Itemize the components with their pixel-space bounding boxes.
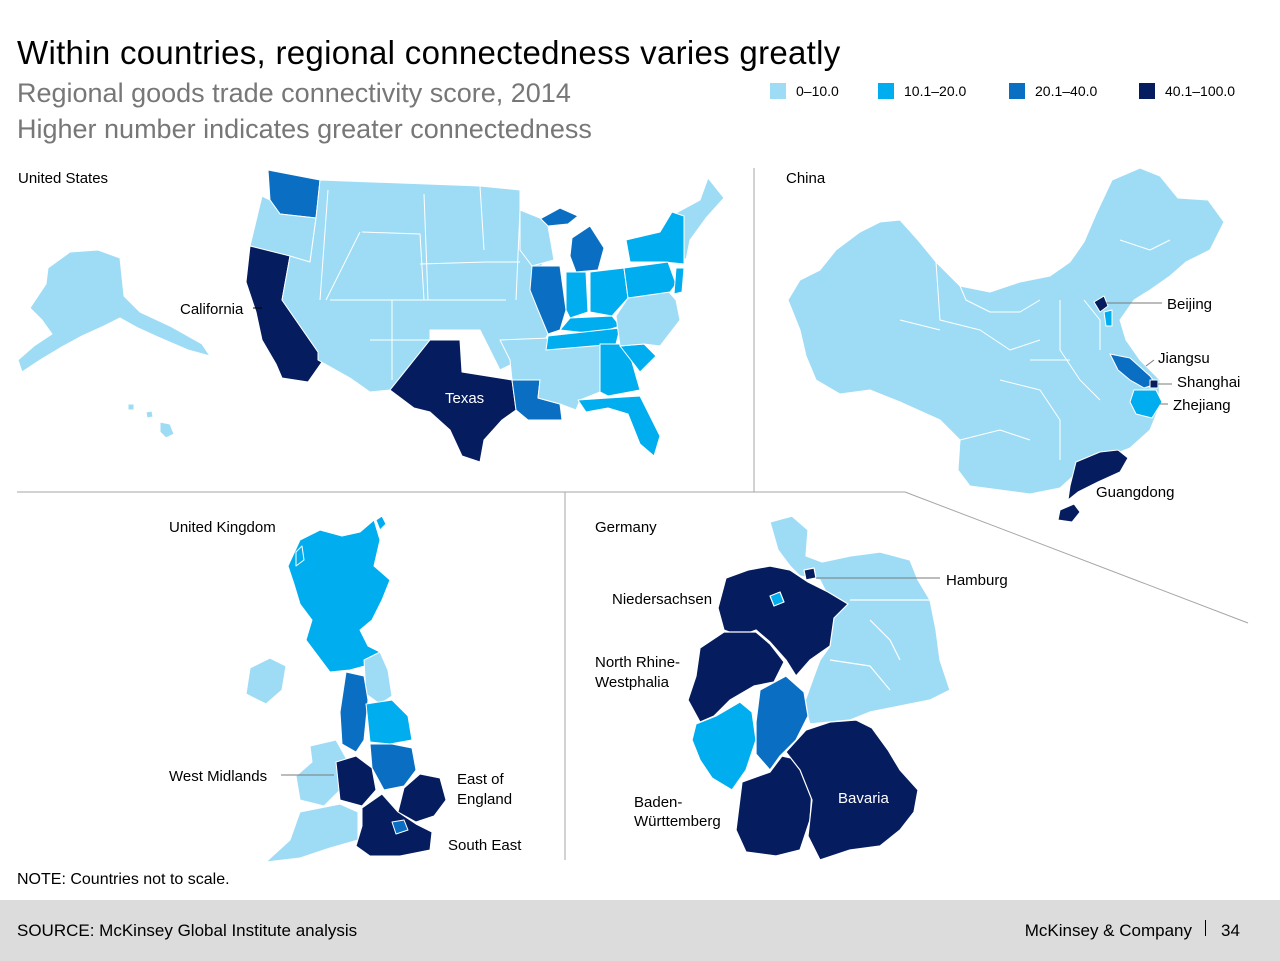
- uk-map: [245, 515, 447, 863]
- label-east-of-england-line2: England: [457, 791, 512, 808]
- us-illinois-region: [529, 265, 567, 335]
- uk-wales-region: [295, 739, 347, 807]
- uk-south-west-region: [265, 803, 359, 863]
- germany-rhineland-palatinate-region: [691, 701, 757, 791]
- germany-hamburg-region: [803, 567, 817, 581]
- us-florida-region: [577, 395, 661, 457]
- uk-northern-ireland-region: [245, 657, 287, 705]
- chart-subtitle-note: Higher number indicates greater connecte…: [17, 114, 592, 144]
- us-map-title: United States: [18, 170, 108, 187]
- china-leader-lines: [1106, 302, 1172, 405]
- china-map: [787, 167, 1225, 523]
- uk-map-title: United Kingdom: [169, 519, 276, 536]
- uk-scotland-region: [287, 519, 391, 673]
- china-guangdong-region: [1067, 449, 1129, 501]
- legend-swatch: [770, 83, 786, 99]
- us-state-lines: [319, 185, 521, 380]
- legend-item-band4: 40.1–100.0: [1139, 83, 1235, 99]
- label-texas: Texas: [445, 390, 484, 407]
- us-indiana-region: [565, 271, 589, 319]
- germany-map: [687, 515, 951, 861]
- uk-west-midlands-region: [335, 755, 377, 807]
- china-map-title: China: [786, 170, 826, 187]
- uk-yorkshire-region: [365, 699, 413, 745]
- label-bw-line1: Baden-: [634, 794, 682, 811]
- label-bw-line2: Württemberg: [634, 813, 721, 830]
- label-beijing: Beijing: [1167, 296, 1212, 313]
- germany-bavaria-region: [785, 719, 919, 861]
- label-guangdong: Guangdong: [1096, 484, 1174, 501]
- germany-hesse-region: [755, 675, 809, 771]
- us-texas-region: [389, 339, 517, 463]
- china-shanghai-region: [1149, 379, 1159, 389]
- maps-canvas: United States California Texas China Bei…: [17, 167, 1249, 863]
- brand-name: McKinsey & Company: [1024, 921, 1192, 940]
- us-new-york-region: [625, 211, 685, 265]
- label-nrw-line1: North Rhine-: [595, 654, 680, 671]
- legend-label: 40.1–100.0: [1165, 83, 1236, 99]
- legend-swatch: [1009, 83, 1025, 99]
- us-wisconsin-region: [519, 209, 555, 267]
- us-hawaii-region: [127, 403, 175, 439]
- chart-subtitle: Regional goods trade connectivity score,…: [17, 78, 571, 108]
- germany-nrw-region: [687, 631, 785, 723]
- legend-label: 20.1–40.0: [1035, 83, 1098, 99]
- legend-item-band2: 10.1–20.0: [878, 83, 1009, 99]
- footer-separator: [1205, 920, 1206, 936]
- china-tianjin-region: [1103, 309, 1113, 327]
- uk-london-region: [391, 819, 409, 835]
- germany-bremen-region: [769, 591, 785, 607]
- us-map: [17, 169, 725, 463]
- label-jiangsu: Jiangsu: [1158, 350, 1210, 367]
- label-zhejiang: Zhejiang: [1173, 397, 1231, 414]
- page-title: Within countries, regional connectedness…: [17, 34, 841, 71]
- china-beijing-region: [1093, 295, 1109, 313]
- legend: 0–10.0 10.1–20.0 20.1–40.0 40.1–100.0: [770, 83, 1235, 99]
- uk-north-west-region: [339, 671, 369, 753]
- footer-bar: [0, 900, 1280, 961]
- label-nrw-line2: Westphalia: [595, 674, 670, 691]
- label-hamburg: Hamburg: [946, 572, 1008, 589]
- us-alaska-region: [17, 249, 211, 373]
- china-province-lines: [899, 239, 1171, 460]
- legend-label: 10.1–20.0: [904, 83, 967, 99]
- us-ohio-region: [589, 267, 629, 317]
- china-hainan-region: [1057, 503, 1081, 523]
- footnote: NOTE: Countries not to scale.: [17, 871, 230, 888]
- label-south-east: South East: [448, 837, 522, 854]
- us-new-jersey-region: [673, 267, 685, 295]
- china-mainland-region: [787, 167, 1225, 495]
- label-shanghai: Shanghai: [1177, 374, 1240, 391]
- label-east-of-england-line1: East of: [457, 771, 505, 788]
- uk-islands: [295, 515, 387, 567]
- label-california: California: [180, 301, 244, 318]
- china-zhejiang-region: [1129, 389, 1163, 419]
- germany-map-title: Germany: [595, 519, 657, 536]
- label-bavaria: Bavaria: [838, 790, 890, 807]
- label-west-midlands: West Midlands: [169, 768, 267, 785]
- page-number: 34: [1221, 921, 1240, 940]
- legend-item-band1: 0–10.0: [770, 83, 878, 99]
- legend-swatch: [878, 83, 894, 99]
- panel-dividers: [17, 168, 1249, 860]
- uk-east-midlands-region: [369, 743, 417, 791]
- legend-item-band3: 20.1–40.0: [1009, 83, 1139, 99]
- us-pennsylvania-region: [623, 261, 677, 299]
- legend-swatch: [1139, 83, 1155, 99]
- germany-east-lines: [829, 599, 930, 691]
- source-text: SOURCE: McKinsey Global Institute analys…: [17, 921, 358, 940]
- legend-label: 0–10.0: [796, 83, 839, 99]
- uk-north-east-region: [363, 651, 393, 705]
- label-niedersachsen: Niedersachsen: [612, 591, 712, 608]
